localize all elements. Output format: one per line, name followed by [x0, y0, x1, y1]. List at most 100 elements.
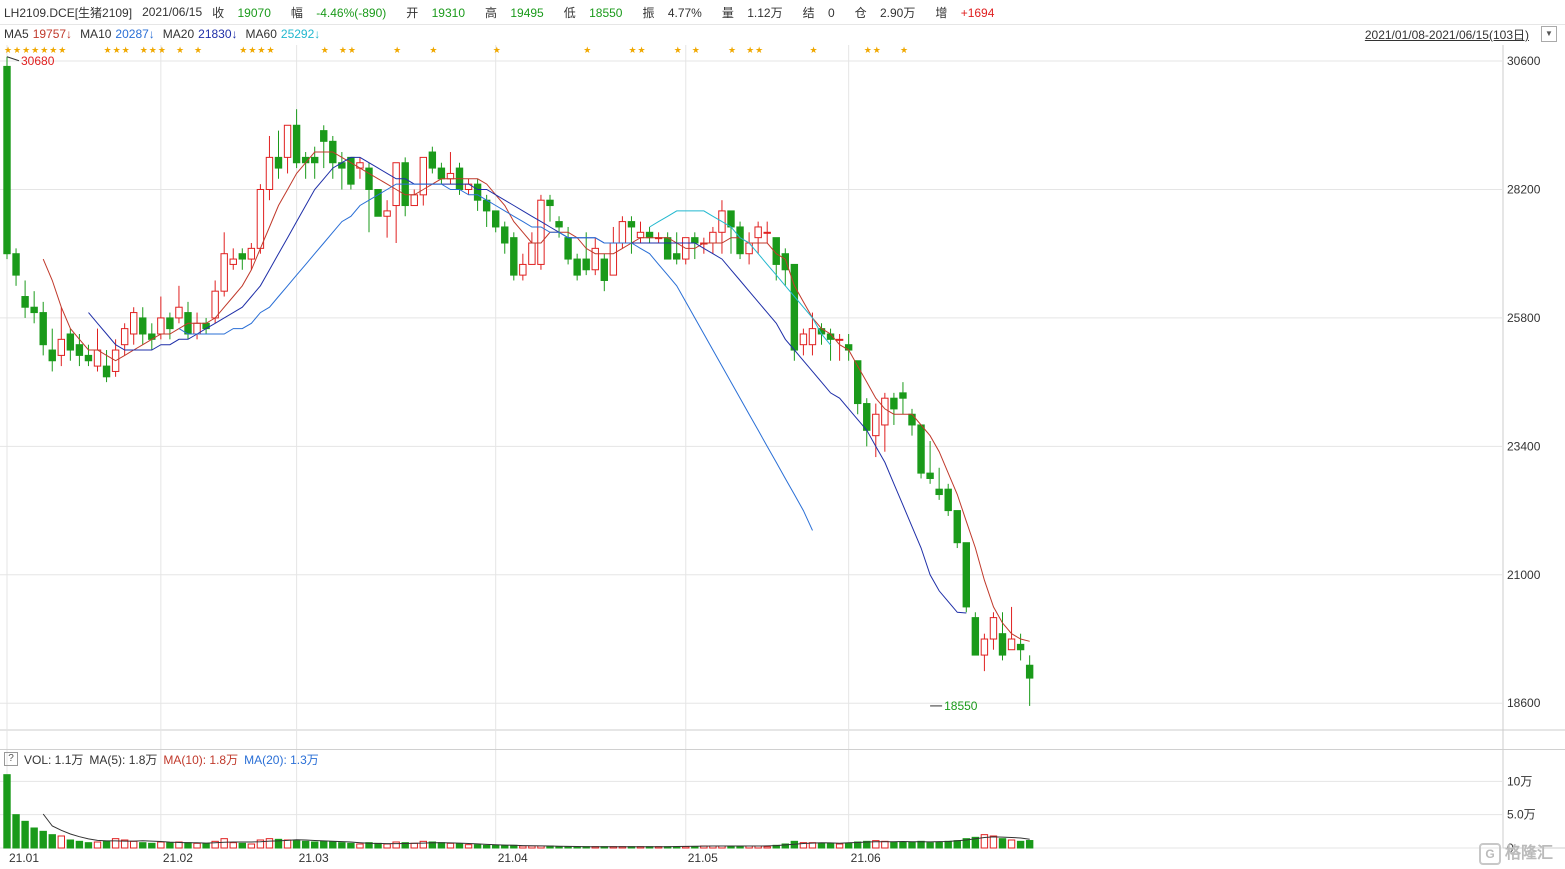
candle-body	[600, 258, 608, 281]
candle-body	[220, 253, 228, 292]
oi-field: 仓 2.90万	[855, 4, 926, 21]
star-marker: ★	[692, 45, 700, 55]
candle-body	[808, 328, 817, 346]
candle-body	[935, 488, 943, 496]
ma10-value: 20287↓	[115, 26, 155, 41]
candle-body	[139, 317, 147, 335]
volume-bar	[21, 820, 29, 849]
volume-bar	[980, 834, 989, 849]
volume-bar	[102, 840, 111, 849]
star-marker: ★	[339, 45, 347, 55]
candle-body	[944, 488, 952, 512]
amp-field: 振 4.77%	[642, 4, 711, 21]
star-marker: ★	[493, 45, 501, 55]
candle-body	[962, 542, 970, 608]
amp-label: 振	[642, 5, 655, 20]
star-marker: ★	[674, 45, 682, 55]
close-value: 19070	[237, 5, 271, 20]
open-value: 19310	[431, 5, 465, 20]
settle-field: 结 0	[803, 4, 845, 21]
candle-body	[691, 237, 699, 244]
candle-body	[926, 472, 934, 479]
candle-body	[229, 258, 237, 265]
volume-bar	[311, 841, 319, 849]
volume-bar	[139, 842, 147, 849]
candle-body	[618, 221, 627, 244]
volume-bar	[844, 842, 853, 849]
candle-body	[120, 328, 129, 346]
star-marker: ★	[113, 45, 121, 55]
star-marker: ★	[40, 45, 48, 55]
volume-bar	[184, 842, 192, 849]
star-marker: ★	[176, 45, 184, 55]
candle-body	[663, 237, 672, 260]
volume-tick-label: 10万	[1507, 774, 1532, 788]
volume-bar	[75, 840, 84, 849]
price-tick-label: 28200	[1507, 182, 1541, 196]
star-marker: ★	[49, 45, 57, 55]
candle-body	[410, 194, 418, 207]
chevron-down-icon[interactable]: ▼	[1541, 26, 1557, 42]
volume-bar	[84, 842, 93, 849]
date-tick-label: 21.06	[851, 851, 881, 865]
volume-bar	[872, 840, 880, 849]
star-marker: ★	[900, 45, 908, 55]
change-field: 幅 -4.46%(-890)	[291, 4, 396, 21]
volume-bar	[464, 844, 473, 849]
candle-body	[157, 317, 165, 335]
candle-body	[627, 221, 636, 228]
oi-change-value: +1694	[960, 5, 995, 20]
candle-body	[130, 312, 138, 335]
candle-body	[3, 65, 11, 255]
ma5-value: 19757↓	[32, 26, 73, 41]
candle-body	[998, 633, 1007, 656]
candle-body	[211, 290, 219, 319]
oi-change-label: 增	[935, 5, 948, 20]
date-range[interactable]: 2021/01/08-2021/06/15(103日)	[1364, 28, 1529, 42]
star-marker: ★	[873, 45, 881, 55]
star-marker: ★	[266, 45, 274, 55]
volume-bar	[356, 843, 364, 849]
candle-body	[799, 333, 808, 346]
date-tick-label: 21.03	[299, 851, 329, 865]
candle-body	[66, 333, 75, 351]
candle-body	[48, 349, 56, 362]
volume-bar	[935, 841, 943, 849]
volume-bar	[881, 840, 889, 849]
volume-bar	[365, 842, 373, 849]
star-marker: ★	[628, 45, 636, 55]
candle-body	[428, 151, 437, 169]
volume-bar	[781, 843, 789, 849]
candle-body	[564, 237, 572, 260]
watermark-text: 格隆汇	[1504, 845, 1553, 862]
star-marker: ★	[104, 45, 112, 55]
volume-bar	[256, 839, 265, 849]
volume-bar	[998, 838, 1007, 849]
volume-bar	[890, 841, 898, 849]
open-field: 开 19310	[406, 4, 475, 21]
volume-bar	[202, 843, 210, 849]
star-marker: ★	[31, 45, 39, 55]
volume-tick-label: 5.0万	[1507, 808, 1536, 822]
help-icon[interactable]: ?	[4, 752, 18, 766]
price-tick-label: 23400	[1507, 439, 1541, 453]
volume-bar	[437, 842, 446, 849]
symbol-name[interactable]: LH2109.DCE[生猪2109]	[4, 5, 133, 20]
volume-bar	[501, 844, 509, 849]
volume-bar	[301, 840, 310, 849]
candle-body	[772, 237, 780, 265]
volume-bar	[917, 840, 925, 849]
date-tick-label: 21.04	[498, 851, 528, 865]
candle-body	[166, 317, 174, 330]
star-marker: ★	[746, 45, 754, 55]
candle-body	[256, 188, 265, 249]
candle-body	[492, 210, 500, 228]
volume-bar	[835, 843, 844, 849]
ma-line-ma10	[88, 156, 967, 614]
volume-bar	[826, 842, 835, 849]
volume-bar	[691, 846, 699, 849]
oi-label: 仓	[854, 5, 867, 20]
volume-bar	[283, 839, 292, 849]
candle-body	[1025, 664, 1034, 679]
